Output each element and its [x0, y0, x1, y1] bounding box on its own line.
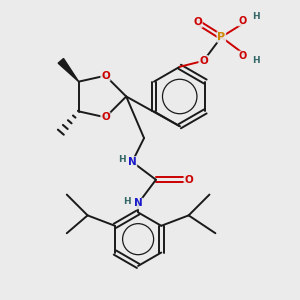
Text: N: N [134, 199, 142, 208]
Text: O: O [199, 56, 208, 66]
Text: O: O [238, 51, 246, 62]
Text: O: O [101, 71, 110, 81]
Text: O: O [101, 112, 110, 122]
Text: N: N [128, 157, 136, 167]
Text: H: H [253, 56, 260, 65]
Text: H: H [253, 12, 260, 21]
Text: O: O [184, 175, 193, 185]
Text: O: O [238, 16, 246, 26]
Text: H: H [124, 196, 131, 206]
Text: H: H [118, 155, 126, 164]
Text: P: P [217, 32, 225, 42]
Text: O: O [193, 17, 202, 27]
Polygon shape [58, 58, 79, 82]
